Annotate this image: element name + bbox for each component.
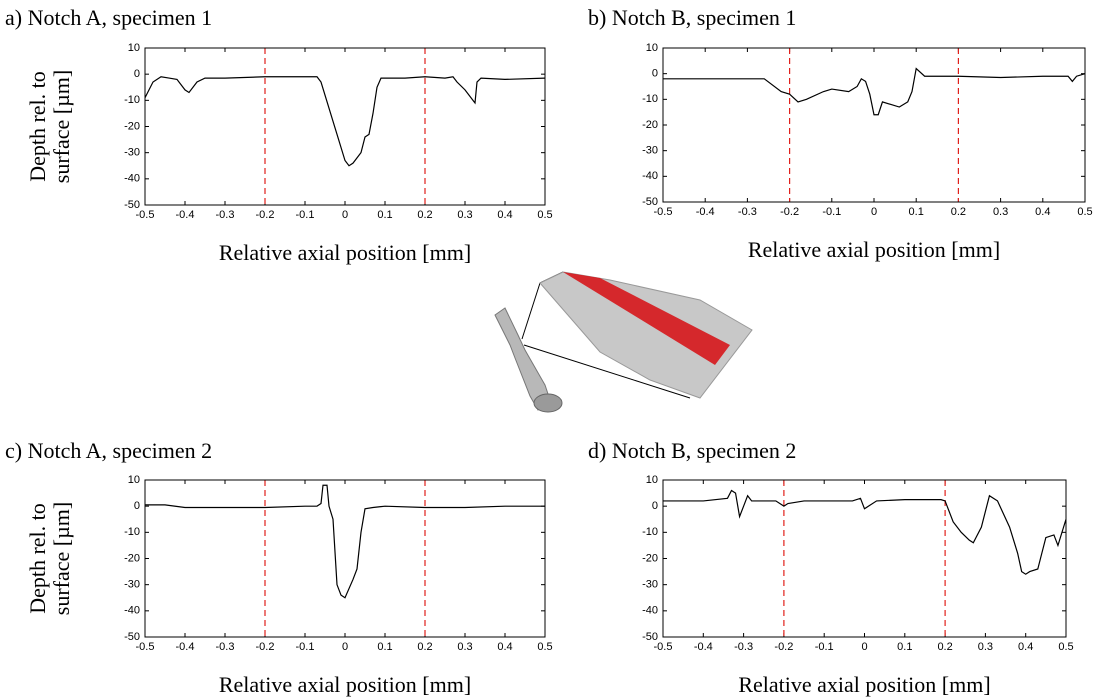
data-line [145, 485, 545, 598]
zoom-line [522, 283, 540, 339]
y-axis-label: surface [µm] [49, 70, 74, 183]
specimen-render [495, 272, 752, 412]
x-tick-label: -0.5 [136, 641, 155, 653]
x-tick-label: 0.4 [1035, 206, 1050, 218]
data-line [145, 77, 545, 166]
plot-frame [663, 48, 1085, 202]
y-tick-label: -20 [642, 552, 658, 564]
data-line [663, 69, 1085, 115]
x-tick-label: -0.1 [296, 641, 315, 653]
y-tick-label: -40 [642, 605, 658, 617]
x-tick-label: 0.3 [993, 206, 1008, 218]
x-tick-label: 0.3 [457, 209, 472, 221]
y-tick-label: -30 [124, 147, 140, 159]
x-axis-label: Relative axial position [mm] [219, 672, 471, 697]
x-tick-label: 0.2 [951, 206, 966, 218]
surface-patch [540, 272, 752, 398]
y-tick-label: -30 [642, 145, 658, 157]
x-tick-label: -0.5 [654, 641, 673, 653]
chart-title: a) Notch A, specimen 1 [5, 5, 212, 30]
y-tick-label: 10 [646, 474, 658, 486]
x-axis-label: Relative axial position [mm] [738, 672, 990, 697]
x-tick-label: -0.4 [176, 641, 195, 653]
x-tick-label: -0.3 [738, 206, 757, 218]
x-tick-label: 0.3 [457, 641, 472, 653]
x-tick-label: -0.3 [216, 641, 235, 653]
y-tick-label: 0 [134, 500, 140, 512]
x-tick-label: 0 [342, 641, 348, 653]
x-axis-label: Relative axial position [mm] [219, 240, 471, 265]
x-tick-label: 0.2 [937, 641, 952, 653]
data-line [663, 490, 1066, 574]
chart-title: c) Notch A, specimen 2 [5, 438, 212, 463]
x-tick-label: -0.1 [815, 641, 834, 653]
chart-title: b) Notch B, specimen 1 [588, 5, 796, 30]
x-tick-label: 0.5 [537, 209, 552, 221]
x-tick-label: -0.2 [780, 206, 799, 218]
y-tick-label: 10 [646, 42, 658, 54]
y-tick-label: -20 [642, 119, 658, 131]
x-tick-label: -0.1 [296, 209, 315, 221]
y-tick-label: -10 [642, 526, 658, 538]
x-tick-label: 0.1 [377, 641, 392, 653]
x-tick-label: -0.2 [256, 641, 275, 653]
y-tick-label: -40 [124, 605, 140, 617]
x-tick-label: -0.3 [734, 641, 753, 653]
x-tick-label: 0.5 [1058, 641, 1073, 653]
x-tick-label: 0 [861, 641, 867, 653]
y-tick-label: -10 [124, 526, 140, 538]
y-tick-label: -40 [642, 170, 658, 182]
plot-frame [145, 48, 545, 205]
x-tick-label: 0.1 [909, 206, 924, 218]
x-tick-label: -0.5 [136, 209, 155, 221]
y-tick-label: 0 [652, 68, 658, 80]
x-tick-label: 0.4 [1018, 641, 1033, 653]
y-tick-label: 10 [128, 42, 140, 54]
x-tick-label: 0.2 [417, 641, 432, 653]
y-axis-label: surface [µm] [49, 502, 74, 615]
y-tick-label: -40 [124, 173, 140, 185]
x-tick-label: 0.3 [978, 641, 993, 653]
y-tick-label: -10 [124, 94, 140, 106]
y-axis-label: Depth rel. to [25, 503, 50, 614]
figure: a) Notch A, specimen 1 Relative axial pos… [0, 0, 1097, 700]
plot-frame [663, 480, 1066, 637]
x-tick-label: 0 [871, 206, 877, 218]
y-axis-label: Depth rel. to [25, 71, 50, 182]
x-tick-label: -0.4 [176, 209, 195, 221]
y-tick-label: -30 [642, 579, 658, 591]
y-tick-label: 0 [652, 500, 658, 512]
x-tick-label: -0.3 [216, 209, 235, 221]
chart-title: d) Notch B, specimen 2 [588, 438, 796, 463]
x-tick-label: -0.2 [256, 209, 275, 221]
x-axis-label: Relative axial position [mm] [748, 237, 1000, 262]
x-tick-label: 0 [342, 209, 348, 221]
y-tick-label: 0 [134, 68, 140, 80]
x-tick-label: 0.1 [897, 641, 912, 653]
x-tick-label: -0.4 [696, 206, 715, 218]
x-tick-label: -0.2 [774, 641, 793, 653]
plot-frame [145, 480, 545, 637]
y-tick-label: -10 [642, 93, 658, 105]
y-tick-label: -20 [124, 552, 140, 564]
x-tick-label: -0.1 [822, 206, 841, 218]
specimen-end [534, 394, 562, 412]
x-tick-label: -0.4 [694, 641, 713, 653]
x-tick-label: 0.5 [1077, 206, 1092, 218]
x-tick-label: -0.5 [654, 206, 673, 218]
x-tick-label: 0.4 [497, 641, 512, 653]
x-tick-label: 0.4 [497, 209, 512, 221]
x-tick-label: 0.5 [537, 641, 552, 653]
y-tick-label: -30 [124, 579, 140, 591]
x-tick-label: 0.1 [377, 209, 392, 221]
y-tick-label: 10 [128, 474, 140, 486]
x-tick-label: 0.2 [417, 209, 432, 221]
y-tick-label: -20 [124, 120, 140, 132]
